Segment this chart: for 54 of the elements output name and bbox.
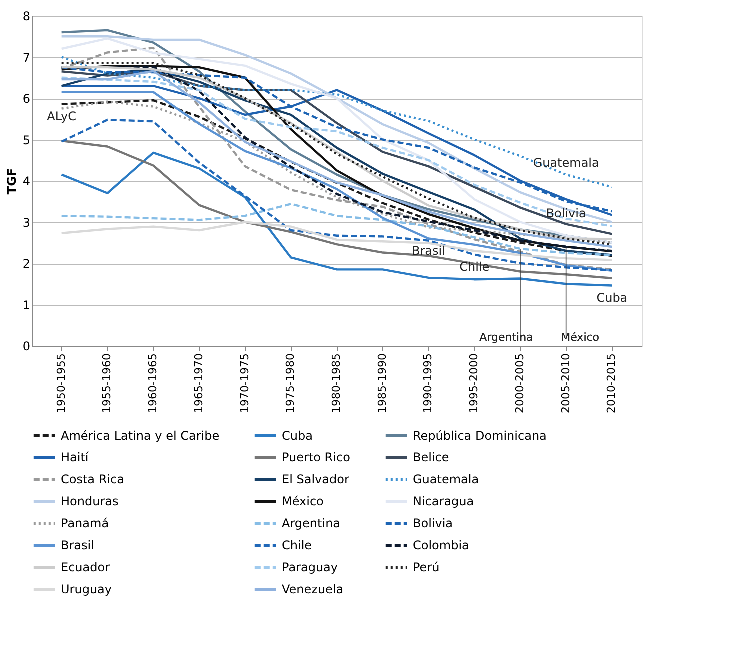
y-tick-label: 5: [22, 133, 30, 148]
legend-label: México: [282, 494, 324, 508]
legend-label: América Latina y el Caribe: [61, 428, 220, 443]
legend-label: Colombia: [413, 538, 470, 552]
legend-label: Panamá: [61, 516, 110, 530]
legend-label: Bolivia: [413, 516, 454, 530]
legend-label: Guatemala: [413, 472, 480, 486]
x-tick-label: 1985-1990: [376, 354, 389, 414]
legend-label: Uruguay: [61, 582, 112, 596]
y-tick-label: 3: [22, 216, 30, 230]
x-tick-label: 1960-1965: [146, 354, 160, 414]
annotation: Bolivia: [546, 206, 586, 221]
x-tick-label: 2005-2010: [559, 354, 572, 414]
legend-label: El Salvador: [282, 472, 350, 486]
legend-label: Nicaragua: [413, 494, 474, 508]
x-tick-label: 1970-1975: [238, 354, 252, 414]
y-tick-label: 8: [22, 10, 30, 24]
legend-label: Puerto Rico: [282, 450, 350, 464]
x-tick-label: 1955-1960: [100, 354, 114, 414]
legend-label: Venezuela: [282, 582, 344, 596]
x-tick-label: 1980-1985: [330, 354, 343, 414]
legend-label: Argentina: [282, 516, 341, 530]
x-tick-label: 2010-2015: [605, 354, 618, 414]
legend-label: Honduras: [61, 494, 119, 508]
x-tick-label: 1975-1980: [284, 354, 298, 414]
annotation: Argentina: [480, 330, 534, 344]
legend-label: Perú: [413, 560, 440, 574]
y-tick-label: 6: [22, 92, 30, 106]
legend-label: Cuba: [282, 428, 313, 443]
x-tick-label: 1950-1955: [54, 354, 68, 414]
x-tick-label: 1990-1995: [422, 354, 435, 414]
x-tick-label: 1965-1970: [192, 354, 206, 414]
y-tick-label: 7: [22, 50, 30, 65]
legend-label: Haití: [61, 450, 90, 464]
annotation: Brasil: [412, 244, 446, 258]
line-series: [60, 221, 614, 262]
x-tick-label: 2000-2005: [513, 354, 526, 414]
legend-label: Costa Rica: [61, 472, 124, 486]
y-tick-label: 4: [22, 174, 30, 188]
legend-label: Ecuador: [61, 560, 110, 574]
legend-label: República Dominicana: [413, 428, 547, 443]
legend-label: Paraguay: [282, 560, 338, 574]
y-axis-title: TGF: [4, 168, 19, 195]
y-tick-label: 1: [22, 298, 30, 312]
legend-label: Brasil: [61, 538, 94, 552]
annotation: Guatemala: [533, 156, 600, 170]
annotation: ALyC: [47, 109, 76, 124]
annotation: México: [561, 330, 600, 344]
y-tick-label: 2: [22, 257, 30, 271]
y-tick-label: 0: [22, 340, 30, 354]
legend-label: Belice: [413, 450, 450, 464]
x-tick-label: 1995-2000: [468, 354, 481, 414]
legend-label: Chile: [282, 538, 312, 552]
annotation: Cuba: [596, 290, 628, 305]
